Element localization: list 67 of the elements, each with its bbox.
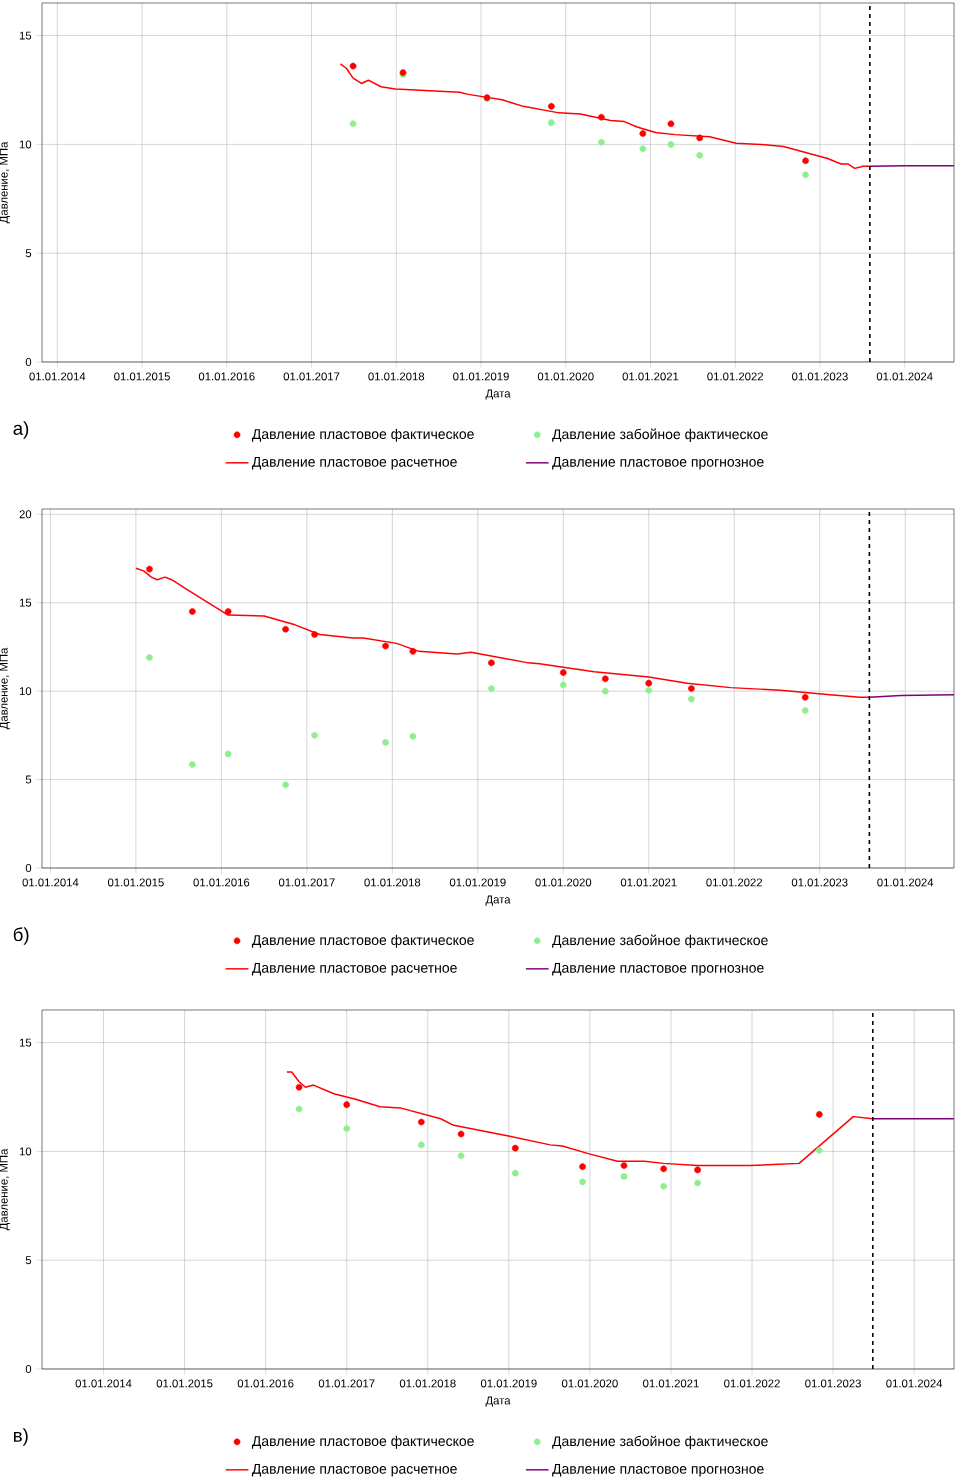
x-tick-label: 01.01.2024 xyxy=(877,878,934,887)
legend-label: Давление пластовое прогнозное xyxy=(552,1464,764,1477)
y-tick-label: 0 xyxy=(25,863,32,872)
x-axis-title: Дата xyxy=(485,895,511,906)
y-tick-label: 0 xyxy=(25,357,32,366)
legend-label: Давление пластовое расчетное xyxy=(251,963,457,976)
text: а) xyxy=(13,421,29,439)
x-tick-label: 01.01.2021 xyxy=(620,878,677,887)
y-tick-label: 5 xyxy=(25,1256,32,1265)
x-tick-label: 01.01.2022 xyxy=(724,1379,780,1388)
x-tick-label: 01.01.2020 xyxy=(537,372,594,381)
y-axis-title: Давление, МПа xyxy=(0,141,10,224)
x-tick-label: 01.01.2018 xyxy=(364,878,421,887)
x-tick-label: 01.01.2016 xyxy=(237,1379,294,1388)
x-axis-title: Дата xyxy=(485,389,511,400)
x-tick-label: 01.01.2016 xyxy=(193,878,250,887)
y-tick-label: 15 xyxy=(19,1038,32,1047)
legend-label: Давление пластовое расчетное xyxy=(251,1464,457,1477)
x-tick-label: 01.01.2018 xyxy=(399,1379,456,1388)
y-tick-label: 10 xyxy=(19,140,32,149)
x-tick-label: 01.01.2017 xyxy=(278,878,335,887)
y-axis-title: Давление, МПа xyxy=(0,1148,10,1231)
legend-label: Давление пластовое фактическое xyxy=(251,1435,474,1449)
x-tick-label: 01.01.2023 xyxy=(791,878,848,887)
x-tick-label: 01.01.2024 xyxy=(876,372,933,381)
x-tick-label: 01.01.2018 xyxy=(368,372,425,381)
x-axis-title: Дата xyxy=(485,1396,511,1407)
y-tick-label: 5 xyxy=(25,249,32,258)
x-tick-label: 01.01.2015 xyxy=(156,1379,213,1388)
legend-label: Давление забойное фактическое xyxy=(552,1435,768,1449)
x-tick-label: 01.01.2014 xyxy=(29,372,86,381)
x-tick-label: 01.01.2024 xyxy=(886,1379,943,1388)
x-tick-label: 01.01.2019 xyxy=(453,372,509,381)
x-tick-label: 01.01.2023 xyxy=(792,372,848,381)
y-tick-label: 20 xyxy=(19,510,32,519)
y-tick-label: 15 xyxy=(19,598,32,607)
legend-label: Давление пластовое прогнозное xyxy=(552,963,764,976)
x-tick-label: 01.01.2020 xyxy=(561,1379,618,1388)
x-tick-label: 01.01.2015 xyxy=(114,372,170,381)
x-tick-label: 01.01.2014 xyxy=(75,1379,132,1388)
x-tick-label: 01.01.2017 xyxy=(318,1379,375,1388)
y-tick-label: 0 xyxy=(25,1364,32,1373)
legend-label: Давление забойное фактическое xyxy=(552,428,768,442)
y-tick-label: 5 xyxy=(25,775,32,784)
y-axis-title: Давление, МПа xyxy=(0,647,10,730)
legend-label: Давление пластовое фактическое xyxy=(251,428,474,442)
x-tick-label: 01.01.2015 xyxy=(107,878,164,887)
legend-label: Давление пластовое расчетное xyxy=(251,457,457,470)
x-tick-label: 01.01.2019 xyxy=(449,878,506,887)
x-tick-label: 01.01.2017 xyxy=(283,372,340,381)
legend-label: Давление пластовое прогнозное xyxy=(552,457,764,470)
y-tick-label: 10 xyxy=(19,687,32,696)
y-tick-label: 15 xyxy=(19,31,32,40)
legend-label: Давление забойное фактическое xyxy=(552,934,768,948)
text: в) xyxy=(14,1428,28,1446)
x-tick-label: 01.01.2021 xyxy=(643,1379,699,1388)
text: б) xyxy=(13,927,29,945)
y-tick-label: 10 xyxy=(19,1147,32,1156)
x-tick-label: 01.01.2014 xyxy=(22,878,79,887)
x-tick-label: 01.01.2021 xyxy=(622,372,679,381)
legend-label: Давление пластовое фактическое xyxy=(251,934,474,948)
x-tick-label: 01.01.2019 xyxy=(480,1379,537,1388)
x-tick-label: 01.01.2022 xyxy=(707,372,763,381)
x-tick-label: 01.01.2022 xyxy=(706,878,763,887)
x-tick-label: 01.01.2016 xyxy=(198,372,255,381)
x-tick-label: 01.01.2023 xyxy=(805,1379,861,1388)
x-tick-label: 01.01.2020 xyxy=(535,878,592,887)
